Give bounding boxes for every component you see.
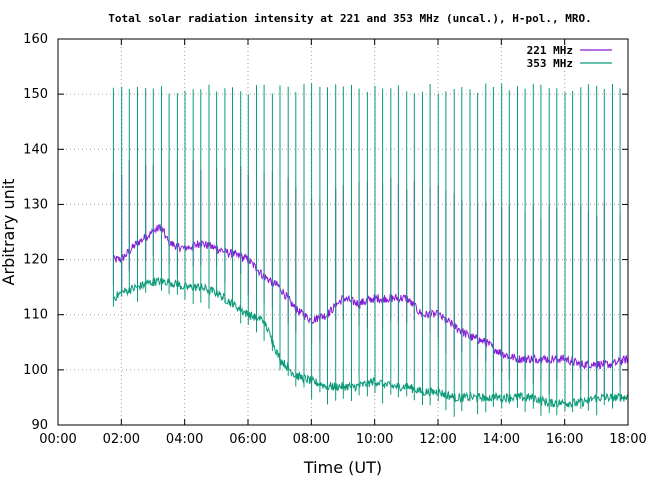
series-line-221-mhz	[112, 160, 629, 395]
x-tick-label: 04:00	[166, 432, 203, 447]
y-tick-label: 140	[23, 142, 48, 157]
y-tick-label: 150	[23, 87, 48, 102]
series-layer	[112, 83, 629, 417]
y-tick-label: 160	[23, 32, 48, 47]
x-tick-label: 18:00	[609, 432, 646, 447]
plot-frame	[57, 38, 629, 426]
y-tick-label: 110	[23, 308, 48, 323]
legend-label: 353 MHz	[527, 57, 573, 70]
y-tick-label: 100	[23, 363, 48, 378]
y-axis-label: Arbitrary unit	[0, 179, 18, 286]
y-tick-label: 130	[23, 197, 48, 212]
x-tick-label: 16:00	[546, 432, 583, 447]
x-tick-label: 10:00	[356, 432, 393, 447]
x-axis-label: Time (UT)	[303, 458, 382, 477]
x-tick-label: 08:00	[293, 432, 330, 447]
x-tick-label: 00:00	[39, 432, 76, 447]
legend-label: 221 MHz	[527, 44, 573, 57]
x-tick-label: 12:00	[419, 432, 456, 447]
chart-title: Total solar radiation intensity at 221 a…	[108, 12, 591, 25]
y-tick-label: 90	[31, 418, 48, 433]
series-line-353-mhz	[112, 83, 629, 417]
y-tick-label: 120	[23, 253, 48, 268]
x-tick-label: 14:00	[483, 432, 520, 447]
x-tick-label: 06:00	[229, 432, 266, 447]
ticks: 00:00 02:00 04:00 06:00 08:00 10:00 12:00 14:00…	[23, 32, 647, 447]
x-tick-label: 02:00	[103, 432, 140, 447]
